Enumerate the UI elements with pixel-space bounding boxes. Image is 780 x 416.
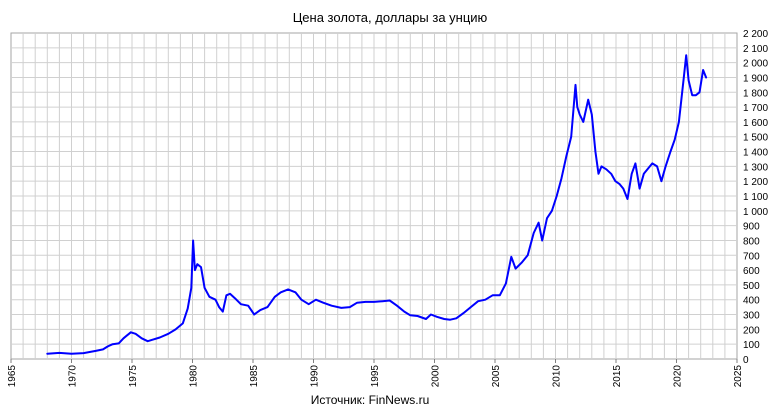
x-tick-label: 1995 xyxy=(370,365,381,388)
y-tick-label: 2 200 xyxy=(743,29,768,40)
y-tick-label: 1 900 xyxy=(743,73,768,84)
x-tick-label: 2010 xyxy=(552,365,563,388)
x-tick-label: 1970 xyxy=(68,365,79,388)
series-lines xyxy=(46,54,708,355)
y-tick-label: 1 500 xyxy=(743,133,768,144)
y-tick-label: 1 800 xyxy=(743,88,768,99)
y-tick-label: 100 xyxy=(743,340,760,351)
x-tick-label: 1990 xyxy=(310,365,321,388)
gridlines xyxy=(11,33,737,359)
y-tick-label: 1 100 xyxy=(743,192,768,203)
x-tick-label: 2025 xyxy=(733,365,744,388)
x-tick-label: 2015 xyxy=(612,365,623,388)
y-tick-label: 200 xyxy=(743,325,760,336)
x-tick-label: 1985 xyxy=(249,365,260,388)
y-axis-tick-labels: 0 100 200 300 400 500 600 700 800 900 1 000 1 100 1 … xyxy=(743,29,768,366)
y-tick-label: 1 200 xyxy=(743,177,768,188)
x-tick-label: 2020 xyxy=(673,365,684,388)
y-tick-label: 300 xyxy=(743,311,760,322)
y-tick-label: 400 xyxy=(743,296,760,307)
y-tick-label: 2 100 xyxy=(743,44,768,55)
y-tick-label: 900 xyxy=(743,222,760,233)
y-tick-label: 1 400 xyxy=(743,148,768,159)
x-tick-label: 1980 xyxy=(189,365,200,388)
y-tick-label: 1 300 xyxy=(743,162,768,173)
x-tick-label: 2005 xyxy=(491,365,502,388)
y-tick-label: 2 000 xyxy=(743,59,768,70)
y-tick-label: 1 700 xyxy=(743,103,768,114)
x-tick-label: 2000 xyxy=(431,365,442,388)
gold-price-line xyxy=(46,54,708,355)
chart-source: Источник: FinNews.ru xyxy=(311,393,430,407)
y-tick-label: 0 xyxy=(743,355,749,366)
y-tick-label: 700 xyxy=(743,251,760,262)
x-tick-label: 1965 xyxy=(7,365,18,388)
y-tick-label: 600 xyxy=(743,266,760,277)
y-tick-label: 1 600 xyxy=(743,118,768,129)
y-tick-label: 500 xyxy=(743,281,760,292)
chart-title: Цена золота, доллары за унцию xyxy=(293,10,488,25)
x-axis-tick-labels: 1965 1970 1975 1980 1985 1990 1995 2000 2005 2010… xyxy=(7,359,744,387)
y-tick-label: 800 xyxy=(743,236,760,247)
x-tick-label: 1975 xyxy=(128,365,139,388)
y-tick-label: 1 000 xyxy=(743,207,768,218)
